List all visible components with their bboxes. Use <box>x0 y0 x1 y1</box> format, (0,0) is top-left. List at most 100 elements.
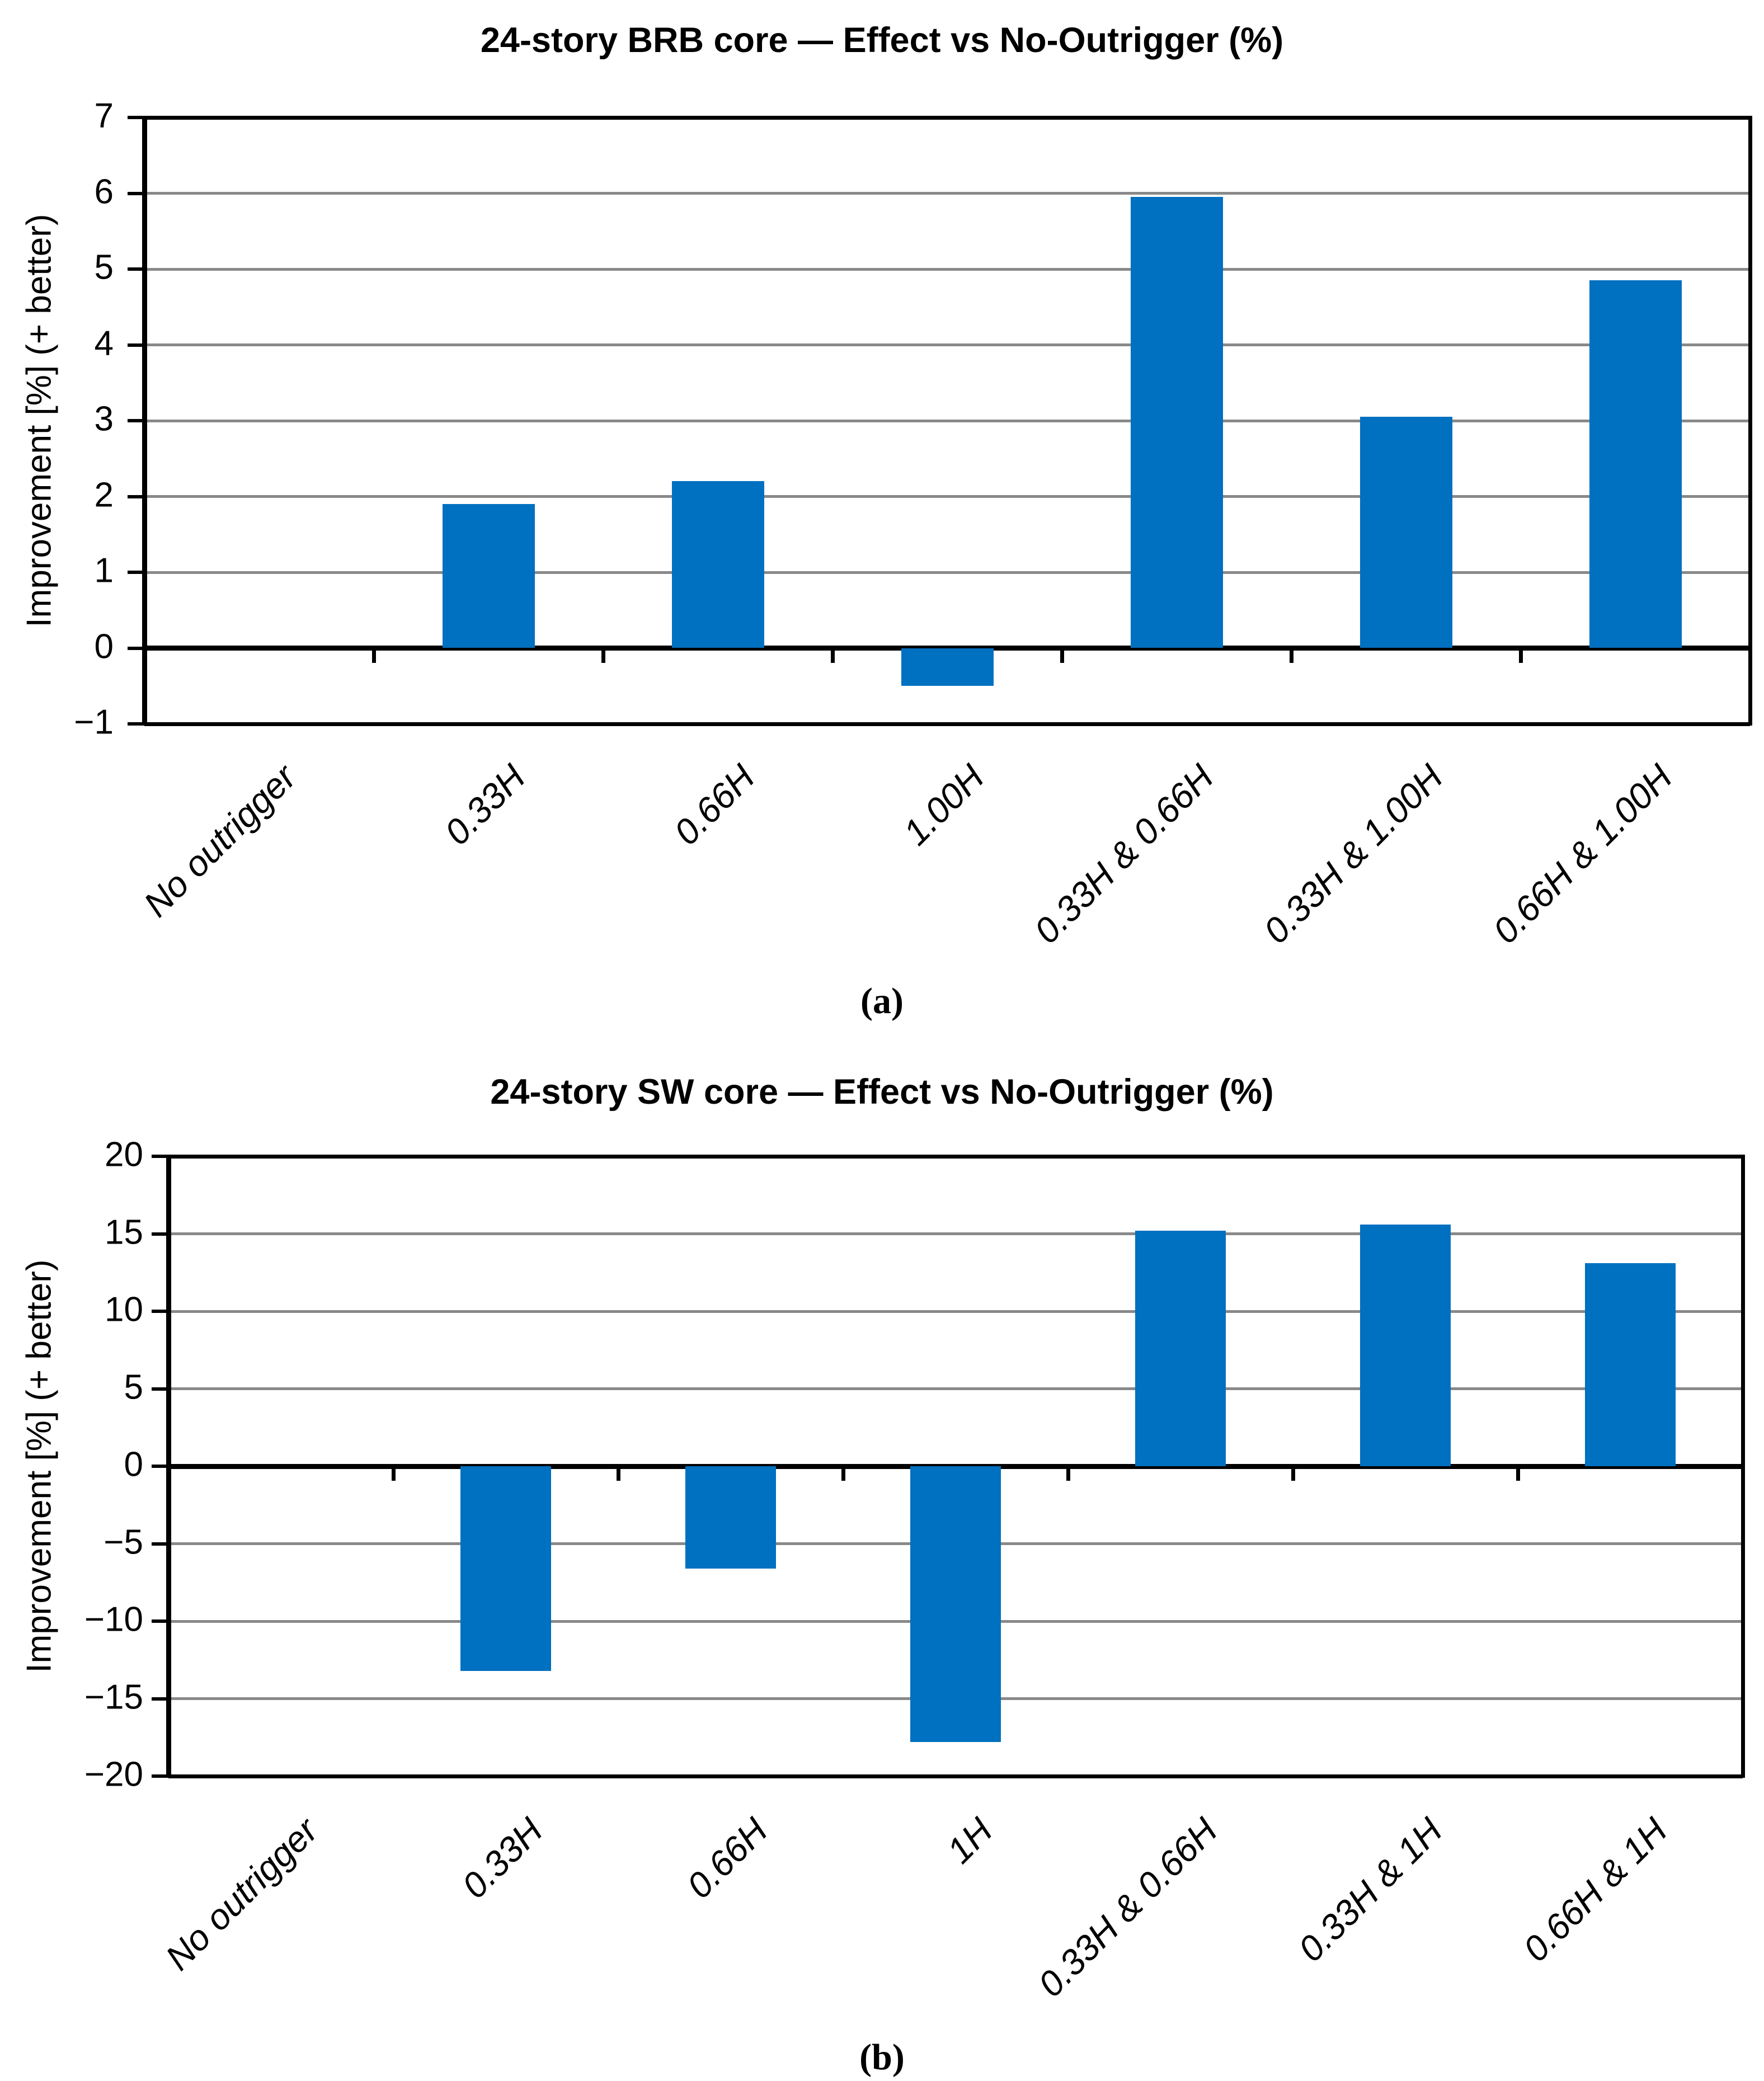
y-tick-mark <box>128 419 144 422</box>
x-tick-mark <box>166 1466 171 1481</box>
bar-0.33h-0.66h <box>1135 1230 1226 1466</box>
y-tick-label: −15 <box>84 1678 143 1717</box>
x-category-label: 0.66H & 1H <box>1515 1810 1675 1970</box>
y-tick-label: 5 <box>124 1368 143 1407</box>
y-tick-mark <box>152 1542 168 1546</box>
x-tick-mark <box>1066 1466 1070 1481</box>
x-category-label: 0.33H <box>454 1810 551 1906</box>
y-tick-label: 20 <box>105 1135 143 1174</box>
bar-0.33h-0.66h <box>1130 197 1223 648</box>
y-tick-mark <box>128 116 144 119</box>
x-tick-mark <box>601 648 605 663</box>
y-tick-mark <box>128 267 144 271</box>
bar-0.66h <box>685 1466 776 1569</box>
gridline <box>168 1387 1743 1390</box>
subfigure-caption-b: (b) <box>859 2037 905 2078</box>
y-tick-mark <box>128 722 144 726</box>
x-tick-mark <box>142 648 147 663</box>
x-tick-mark <box>1516 1466 1520 1481</box>
x-category-label: 1.00H <box>895 756 992 853</box>
y-tick-label: 3 <box>94 399 114 439</box>
bar-1h <box>910 1466 1001 1743</box>
y-tick-mark <box>152 1310 168 1313</box>
y-tick-label: −5 <box>104 1523 143 1562</box>
bar-0.66h <box>671 481 764 648</box>
y-tick-label: 1 <box>94 551 114 590</box>
y-tick-label: 5 <box>94 248 114 287</box>
bar-0.33h-1h <box>1360 1224 1451 1466</box>
x-tick-mark <box>1289 648 1293 663</box>
bar-1.00h <box>901 648 994 686</box>
y-tick-mark <box>152 1465 168 1468</box>
chart-brb-core: 24-story BRB core — Effect vs No-Outrigg… <box>20 21 1752 1021</box>
gridline <box>144 343 1750 346</box>
y-tick-label: −20 <box>84 1755 143 1794</box>
y-tick-mark <box>152 1697 168 1701</box>
subfigure-caption-a: (a) <box>860 981 904 1021</box>
x-tick-mark <box>830 648 835 663</box>
gridline <box>144 495 1750 498</box>
x-category-label: 0.66H <box>666 756 763 853</box>
plot-border-line <box>168 1774 1743 1778</box>
y-tick-label: 10 <box>105 1290 143 1329</box>
bar-0.33h-1.00h <box>1360 417 1452 648</box>
y-tick-mark <box>152 1155 168 1158</box>
x-tick-mark <box>1748 648 1752 663</box>
gridline <box>168 1232 1743 1235</box>
y-tick-label: −10 <box>84 1600 143 1639</box>
x-category-label: 0.33H & 1.00H <box>1255 756 1451 952</box>
x-category-label: 1H <box>939 1810 1000 1871</box>
gridline <box>144 419 1750 422</box>
x-category-label: 0.66H <box>679 1810 775 1906</box>
x-tick-mark <box>1291 1466 1295 1481</box>
x-category-label: 0.33H & 0.66H <box>1030 1810 1225 2005</box>
plot-border-line <box>144 115 1750 120</box>
x-tick-mark <box>1518 648 1523 663</box>
x-tick-mark <box>841 1466 845 1481</box>
x-category-label: 0.66H & 1.00H <box>1485 756 1680 952</box>
y-tick-label: −1 <box>74 703 114 742</box>
gridline <box>168 1310 1743 1313</box>
y-tick-label: 4 <box>94 324 114 363</box>
x-category-label: 0.33H <box>436 756 533 853</box>
x-tick-mark <box>391 1466 396 1481</box>
y-tick-mark <box>152 1619 168 1623</box>
y-tick-label: 6 <box>94 172 114 211</box>
x-tick-mark <box>1741 1466 1745 1481</box>
y-tick-label: 0 <box>124 1445 143 1484</box>
y-tick-mark <box>128 571 144 574</box>
bar-0.33h <box>460 1466 551 1671</box>
y-tick-label: 2 <box>94 475 114 515</box>
y-tick-mark <box>128 343 144 347</box>
plot-border-line <box>168 1154 1743 1159</box>
x-category-label: No outrigger <box>157 1810 326 1978</box>
y-tick-mark <box>128 495 144 498</box>
chart-sw-core: 24-story SW core — Effect vs No-Outrigge… <box>0 1063 1764 2081</box>
y-tick-mark <box>128 191 144 195</box>
y-tick-mark <box>152 1774 168 1778</box>
bar-0.66h-1h <box>1585 1263 1676 1466</box>
x-category-label: No outrigger <box>135 756 304 925</box>
x-tick-mark <box>616 1466 620 1481</box>
x-tick-mark <box>371 648 376 663</box>
bar-0.66h-1.00h <box>1589 280 1682 648</box>
y-axis-line <box>142 116 147 726</box>
x-tick-mark <box>1060 648 1064 663</box>
chart-title-sw: 24-story SW core — Effect vs No-Outrigge… <box>490 1072 1274 1112</box>
plot-right-border <box>1748 116 1752 726</box>
x-category-label: 0.33H & 1H <box>1290 1810 1450 1970</box>
y-tick-label: 7 <box>94 96 114 135</box>
gridline <box>144 571 1750 574</box>
bar-0.33h <box>442 504 535 648</box>
gridline <box>144 192 1750 195</box>
y-tick-mark <box>128 646 144 650</box>
y-tick-mark <box>152 1387 168 1391</box>
chart-title-brb: 24-story BRB core — Effect vs No-Outrigg… <box>480 21 1284 60</box>
x-category-label: 0.33H & 0.66H <box>1026 756 1221 952</box>
gridline <box>144 267 1750 271</box>
y-tick-label: 15 <box>105 1213 143 1252</box>
plot-border-line <box>144 722 1750 726</box>
y-tick-label: 0 <box>94 627 114 666</box>
y-tick-mark <box>152 1232 168 1236</box>
